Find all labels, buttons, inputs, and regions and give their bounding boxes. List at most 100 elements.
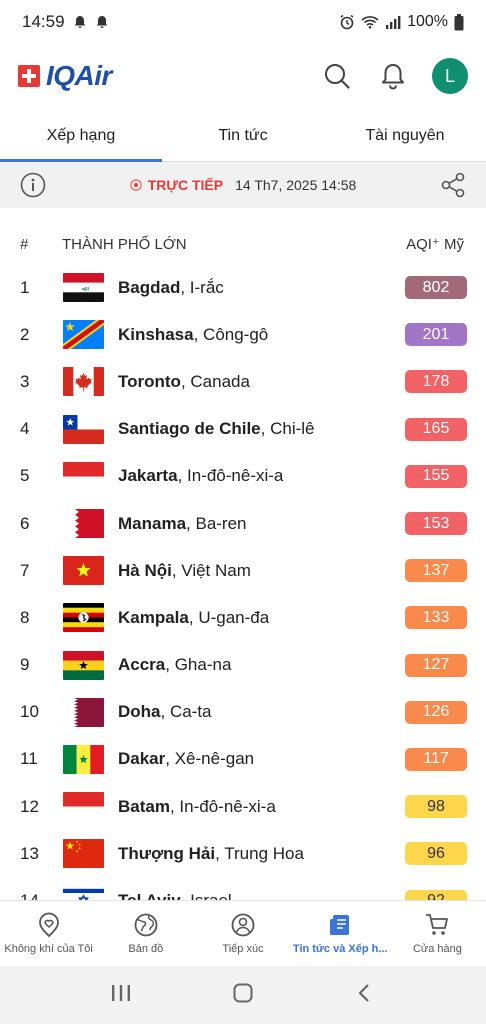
notification-bell-icon [74, 16, 86, 28]
country-name: , Công-gô [193, 324, 269, 344]
table-row[interactable]: 3 Toronto, Canada 178 [0, 358, 486, 405]
bahrain-flag-icon [63, 508, 104, 538]
row-rank: 10 [20, 702, 39, 722]
iraq-flag-icon: ﷲ [63, 273, 104, 302]
nav-map[interactable]: Bản đồ [97, 901, 194, 966]
svg-text:ﷲ: ﷲ [82, 286, 89, 293]
aqi-badge: 155 [405, 464, 467, 488]
tab-news[interactable]: Tin tức [218, 126, 268, 144]
signal-icon [386, 16, 401, 29]
table-row[interactable]: 10 Doha, Ca-ta 126 [0, 689, 486, 736]
row-rank: 3 [20, 371, 30, 391]
status-right: 100% [339, 13, 464, 31]
home-button[interactable] [232, 982, 254, 1009]
heart-pin-icon [38, 912, 59, 938]
country-name: , Gha-na [165, 655, 232, 675]
table-row[interactable]: 12 Batam, In-đô-nê-xi-a 98 [0, 783, 486, 830]
live-dot-icon [129, 179, 142, 191]
recent-apps-button[interactable] [110, 983, 132, 1008]
row-city: Bagdad, I-rắc [118, 278, 224, 298]
country-name: , Ba-ren [186, 513, 247, 533]
main-tabs: Xếp hạng Tin tức Tài nguyên [0, 110, 486, 162]
table-row[interactable]: 1 ﷲ Bagdad, I-rắc 802 [0, 264, 486, 311]
nav-label: Không khí của Tôi [4, 943, 93, 955]
iqair-logo[interactable]: IQAir [18, 60, 112, 92]
city-name: Hà Nội [118, 560, 172, 580]
battery-icon [454, 13, 464, 30]
country-name: , In-đô-nê-xi-a [177, 466, 284, 486]
table-row[interactable]: 7 Hà Nội, Việt Nam 137 [0, 547, 486, 594]
nav-exposure[interactable]: Tiếp xúc [194, 901, 291, 966]
search-button[interactable] [320, 59, 354, 93]
row-city: Kampala, U-gan-đa [118, 608, 269, 628]
aqi-badge: 127 [405, 653, 467, 677]
notifications-button[interactable] [376, 59, 410, 93]
recent-apps-icon [112, 984, 130, 1001]
city-name: Toronto [118, 371, 181, 391]
drc-flag-icon [63, 320, 104, 350]
country-name: , Chi-lê [260, 419, 315, 439]
share-button[interactable] [440, 172, 466, 198]
aqi-badge: 165 [405, 417, 467, 441]
live-bar: TRỰC TIẾP 14 Th7, 2025 14:58 [0, 162, 486, 208]
info-button[interactable] [20, 172, 46, 198]
country-name: , I-rắc [180, 277, 224, 297]
row-rank: 1 [20, 277, 30, 297]
aqi-badge: 137 [405, 559, 467, 583]
row-rank: 9 [20, 655, 30, 675]
country-name: , Việt Nam [171, 560, 251, 580]
row-city: Kinshasa, Công-gô [118, 325, 268, 345]
app-bar-actions: L [320, 58, 468, 94]
table-row[interactable]: 2 Kinshasa, Công-gô 201 [0, 311, 486, 358]
nav-label: Cửa hàng [412, 943, 462, 955]
aqi-badge: 126 [405, 700, 467, 724]
row-city: Batam, In-đô-nê-xi-a [118, 797, 276, 817]
ranking-table-header: # THÀNH PHỐ LỚN AQI⁺ Mỹ [0, 230, 486, 258]
status-time: 14:59 [22, 12, 65, 31]
table-row[interactable]: 13 Thượng Hải, Trung Hoa 96 [0, 830, 486, 877]
aqi-badge: 201 [405, 323, 467, 347]
row-city: Santiago de Chile, Chi-lê [118, 419, 315, 439]
city-name: Thượng Hải [118, 843, 216, 863]
aqi-badge: 98 [405, 795, 467, 819]
avatar[interactable]: L [432, 58, 468, 94]
tab-rankings[interactable]: Xếp hạng [0, 110, 162, 162]
chile-flag-icon [63, 414, 104, 444]
nav-label: Bản đồ [128, 943, 164, 955]
share-icon [441, 172, 465, 198]
ghana-flag-icon [63, 650, 104, 680]
country-name: , Xê-nê-gan [165, 749, 255, 769]
table-row[interactable]: 9 Accra, Gha-na 127 [0, 642, 486, 689]
country-name: , U-gan-đa [188, 607, 270, 627]
country-name: , Trung Hoa [215, 843, 304, 863]
nav-shop[interactable]: Cửa hàng [389, 901, 486, 966]
row-city: Doha, Ca-ta [118, 702, 212, 722]
city-name: Manama [118, 513, 187, 533]
aqi-badge: 96 [405, 842, 467, 866]
row-rank: 8 [20, 607, 30, 627]
city-name: Kinshasa [118, 324, 194, 344]
city-name: Doha [118, 702, 161, 722]
aqi-badge: 133 [405, 606, 467, 630]
country-name: , Canada [180, 371, 250, 391]
table-row[interactable]: 6 Manama, Ba-ren 153 [0, 500, 486, 547]
table-row[interactable]: 8 Kampala, U-gan-đa 133 [0, 594, 486, 641]
column-rank: # [20, 235, 29, 253]
table-row[interactable]: 5 Jakarta, In-đô-nê-xi-a 155 [0, 453, 486, 500]
system-nav-bar [0, 966, 486, 1024]
canada-flag-icon [63, 367, 104, 397]
city-name: Batam [118, 796, 170, 816]
back-icon [358, 983, 369, 1002]
swiss-cross-icon [18, 65, 40, 87]
bottom-nav: Không khí của Tôi Bản đồ Tiếp xúc Tin tứ… [0, 900, 486, 966]
nav-label: Tin tức và Xếp h... [292, 943, 388, 955]
nav-my-air[interactable]: Không khí của Tôi [0, 901, 97, 966]
table-row[interactable]: 11 Dakar, Xê-nê-gan 117 [0, 736, 486, 783]
tab-resources[interactable]: Tài nguyên [365, 126, 445, 144]
row-city: Hà Nội, Việt Nam [118, 561, 251, 581]
home-icon [233, 983, 253, 1002]
table-row[interactable]: 4 Santiago de Chile, Chi-lê 165 [0, 406, 486, 453]
row-rank: 7 [20, 560, 30, 580]
nav-news-rankings[interactable]: Tin tức và Xếp h... [292, 901, 389, 966]
back-button[interactable] [354, 982, 376, 1009]
